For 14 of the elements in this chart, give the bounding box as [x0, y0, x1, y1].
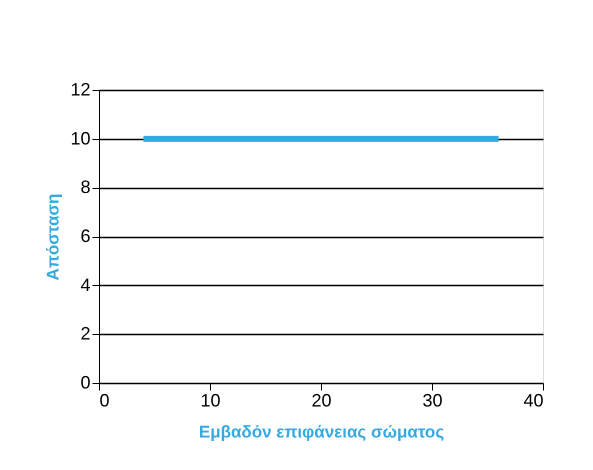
x-axis-title: Εμβαδόν επιφάνειας σώματος — [198, 422, 444, 442]
y-axis-title: Απόσταση — [43, 194, 62, 280]
x-tick-label: 0 — [100, 390, 110, 410]
x-tick-label: 40 — [523, 390, 544, 410]
y-tick-label: 12 — [70, 80, 90, 100]
x-tick-label: 20 — [311, 390, 332, 410]
y-tick-label: 6 — [80, 226, 90, 246]
y-tick-label: 10 — [70, 128, 90, 148]
y-tick-label: 0 — [80, 372, 90, 392]
x-tick-label: 10 — [200, 390, 221, 410]
y-tick-label: 2 — [80, 324, 90, 344]
x-tick-label: 30 — [422, 390, 443, 410]
y-tick-label: 4 — [80, 274, 90, 295]
y-tick-label: 8 — [80, 177, 90, 198]
